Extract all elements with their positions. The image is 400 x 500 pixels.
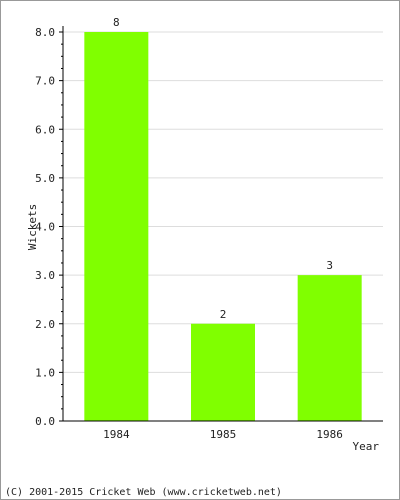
bar-1986: [297, 275, 362, 421]
x-tick-label: 1984: [103, 428, 130, 441]
y-tick-label: 0.0: [35, 415, 55, 428]
copyright-footer: (C) 2001-2015 Cricket Web (www.cricketwe…: [5, 487, 282, 498]
x-axis-title: Year: [353, 440, 380, 453]
y-tick-label: 8.0: [35, 26, 55, 39]
y-tick-label: 7.0: [35, 75, 55, 88]
y-tick-label: 1.0: [35, 366, 55, 379]
bar-1984: [84, 32, 149, 421]
data-label: 8: [113, 16, 120, 29]
bar-layer: [84, 32, 362, 421]
y-axis-title: Wickets: [26, 204, 39, 250]
y-tick-layer: 0.0 1.0 2.0 3.0 4.0 5.0 6.0 7.0 8.0: [35, 26, 63, 428]
data-label-layer: 8 2 3: [113, 16, 333, 321]
data-label: 2: [220, 308, 227, 321]
data-label: 3: [326, 259, 333, 272]
y-tick-label: 3.0: [35, 269, 55, 282]
x-tick-layer: 1984 1985 1986: [103, 428, 343, 441]
y-tick-label: 4.0: [35, 221, 55, 234]
y-tick-label: 6.0: [35, 123, 55, 136]
bar-1985: [191, 323, 255, 421]
y-tick-label: 2.0: [35, 318, 55, 331]
axis-layer: [62, 26, 383, 422]
x-tick-label: 1985: [210, 428, 237, 441]
y-tick-label: 5.0: [35, 172, 55, 185]
x-tick-label: 1986: [316, 428, 343, 441]
